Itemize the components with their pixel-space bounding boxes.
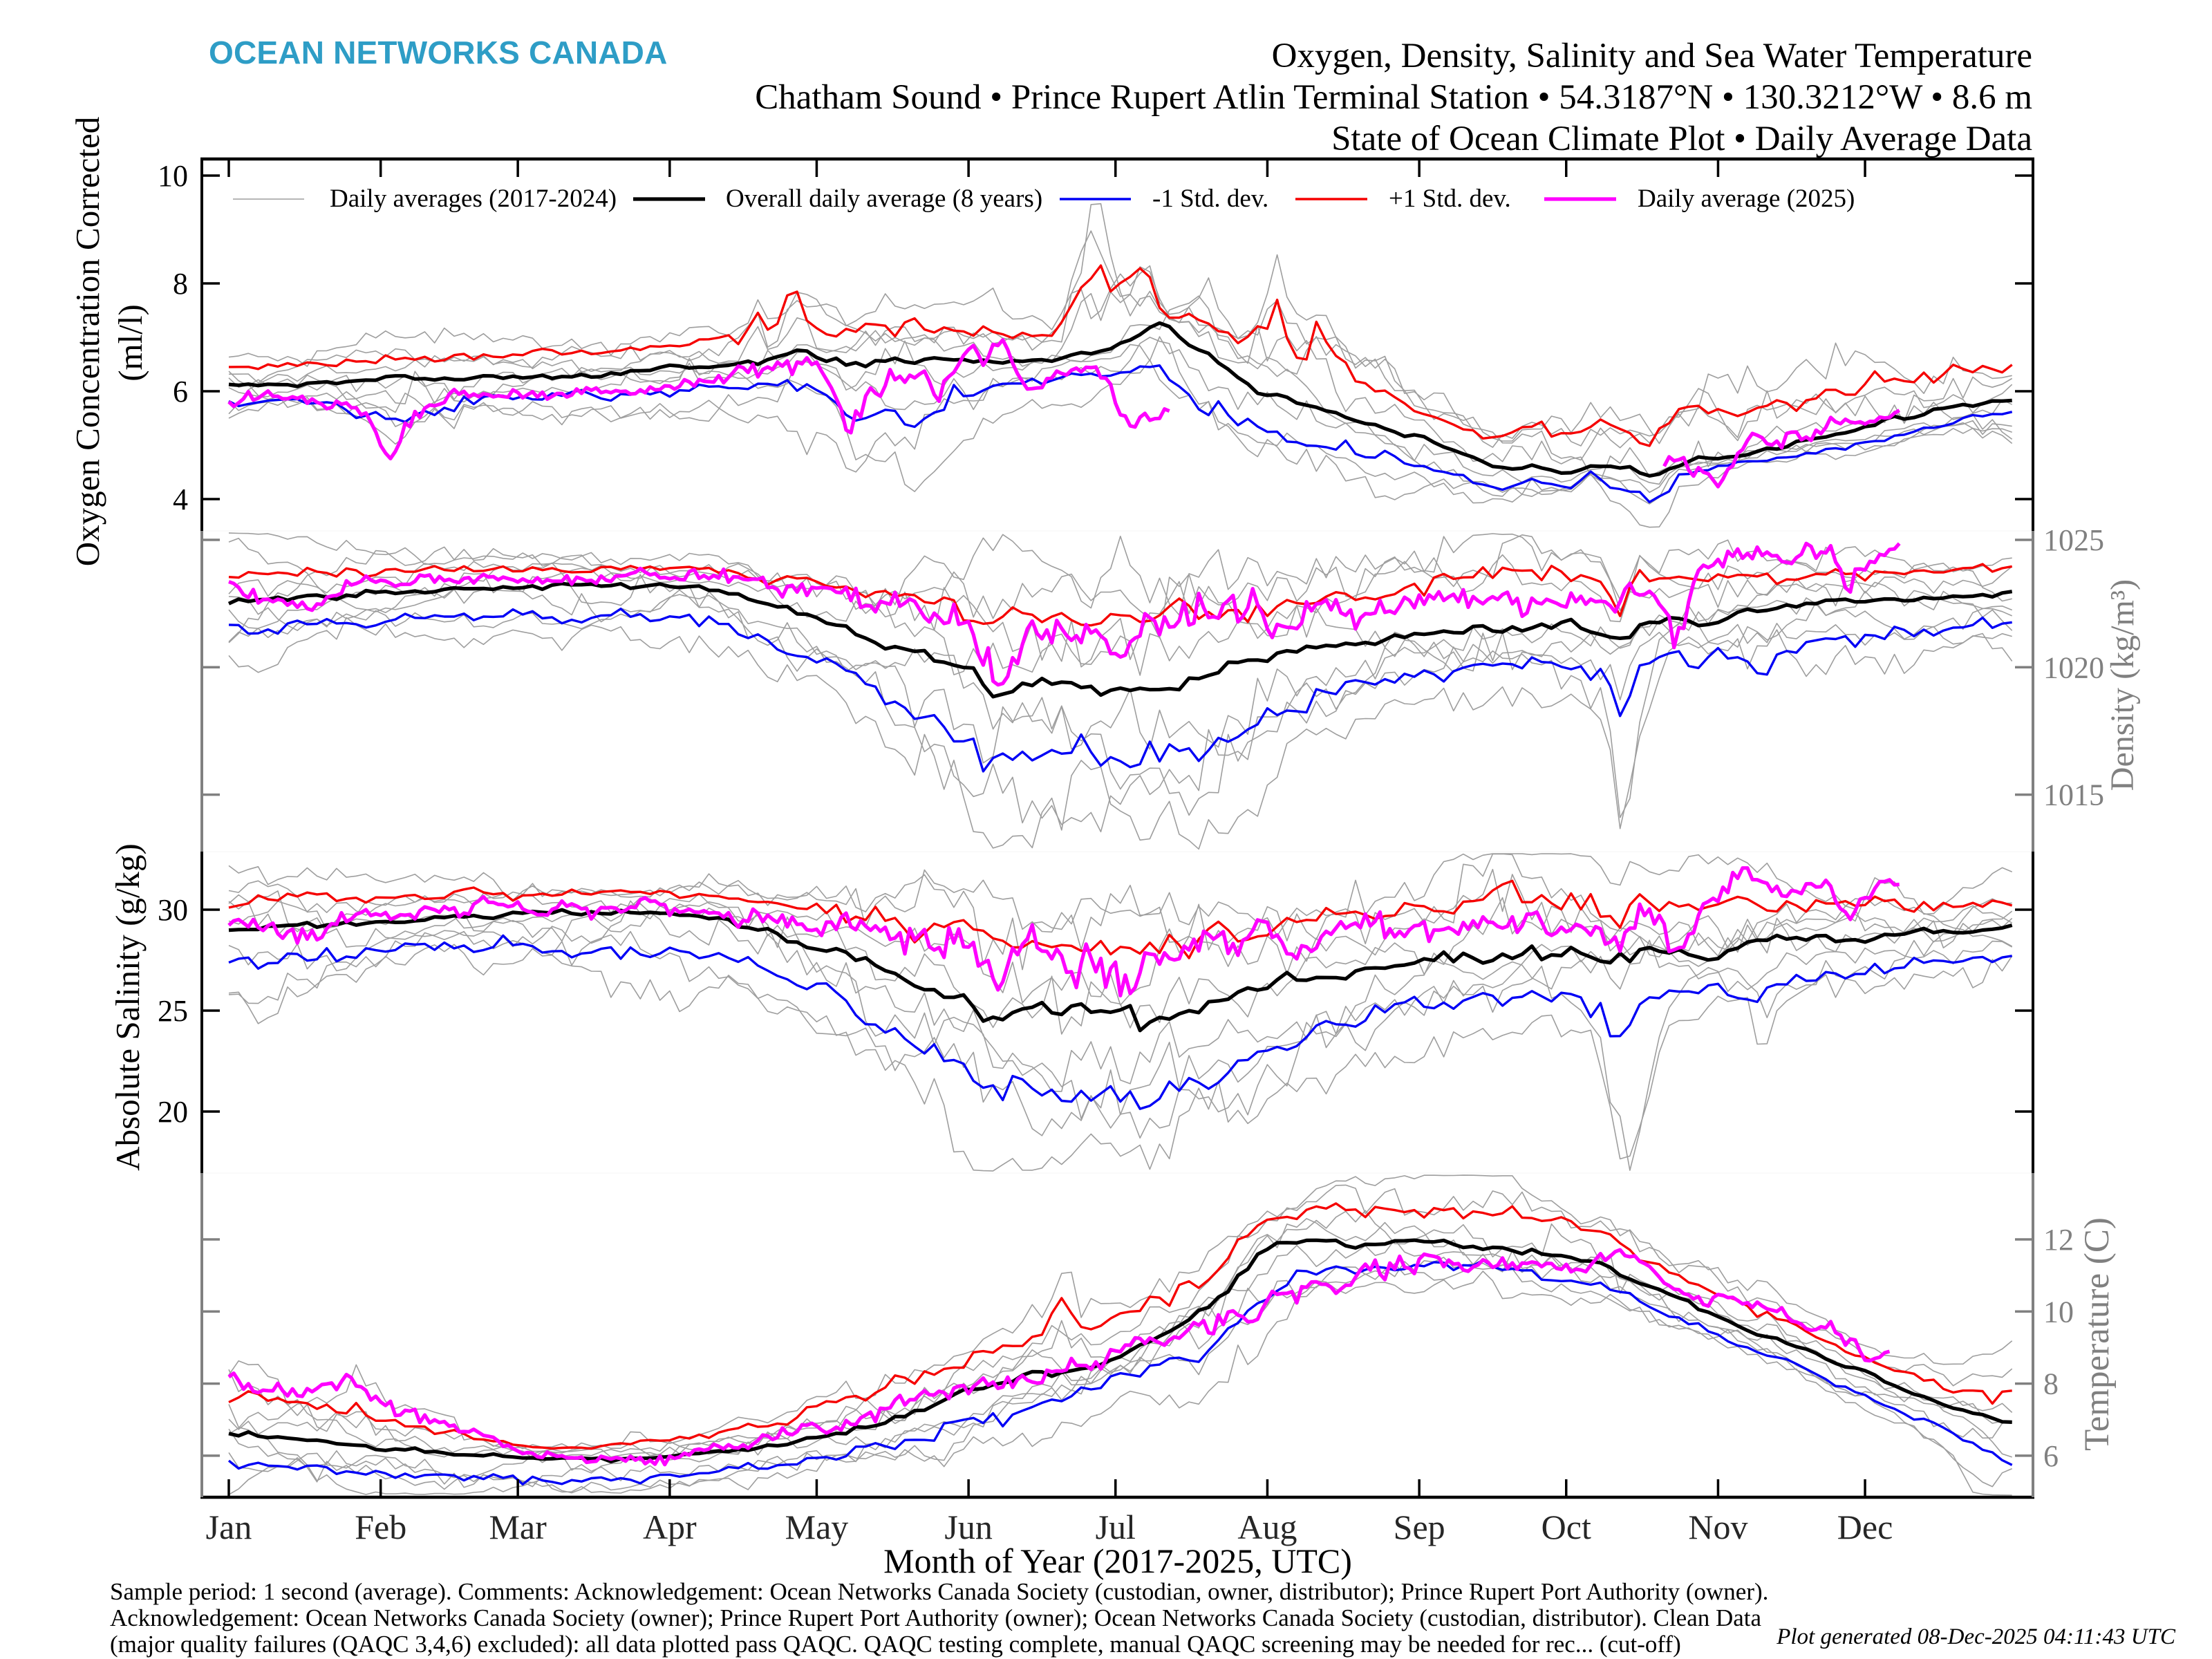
svg-text:1015: 1015 (2043, 778, 2104, 812)
svg-text:Apr: Apr (643, 1508, 697, 1546)
svg-text:Feb: Feb (355, 1508, 406, 1546)
svg-text:Jul: Jul (1096, 1508, 1136, 1546)
svg-text:(major quality failures (QAQC: (major quality failures (QAQC 3,4,6) exc… (110, 1631, 1681, 1658)
svg-text:Density (kg/m³): Density (kg/m³) (2104, 579, 2141, 791)
svg-text:State of Ocean Climate Plot •: State of Ocean Climate Plot • Daily Aver… (1331, 120, 2032, 158)
svg-text:OCEAN NETWORKS CANADA: OCEAN NETWORKS CANADA (209, 35, 668, 71)
svg-text:Jan: Jan (206, 1508, 252, 1546)
svg-text:Jun: Jun (944, 1508, 992, 1546)
svg-text:Oct: Oct (1541, 1508, 1591, 1546)
svg-text:20: 20 (158, 1095, 188, 1129)
svg-text:+1 Std. dev.: +1 Std. dev. (1389, 185, 1511, 213)
svg-text:10: 10 (2043, 1295, 2074, 1329)
svg-text:8: 8 (173, 267, 188, 301)
svg-text:Nov: Nov (1688, 1508, 1747, 1546)
svg-text:Chatham Sound • Prince Rupert: Chatham Sound • Prince Rupert Atlin Term… (755, 78, 2032, 117)
svg-text:Plot generated 08-Dec-2025 04:: Plot generated 08-Dec-2025 04:11:43 UTC (1776, 1624, 2176, 1649)
svg-text:Acknowledgement: Ocean Network: Acknowledgement: Ocean Networks Canada S… (110, 1604, 1762, 1631)
svg-text:Sep: Sep (1394, 1508, 1445, 1546)
svg-text:10: 10 (158, 159, 188, 193)
svg-text:Oxygen, Density, Salinity and: Oxygen, Density, Salinity and Sea Water … (1272, 37, 2032, 75)
svg-text:30: 30 (158, 893, 188, 927)
svg-text:8: 8 (2043, 1367, 2059, 1401)
svg-text:Daily average (2025): Daily average (2025) (1638, 185, 1855, 213)
svg-text:Absolute Salinity (g/kg): Absolute Salinity (g/kg) (109, 843, 147, 1171)
svg-text:25: 25 (158, 994, 188, 1028)
svg-text:Mar: Mar (489, 1508, 547, 1546)
svg-text:6: 6 (2043, 1439, 2059, 1473)
svg-text:4: 4 (173, 482, 188, 516)
svg-text:Aug: Aug (1237, 1508, 1297, 1546)
svg-text:-1 Std. dev.: -1 Std. dev. (1152, 185, 1268, 213)
svg-text:12: 12 (2043, 1223, 2074, 1257)
svg-text:May: May (785, 1508, 849, 1546)
svg-text:Temperature (C): Temperature (C) (2078, 1217, 2117, 1451)
svg-text:Oxygen Concentration Corrected: Oxygen Concentration Corrected (68, 117, 106, 566)
svg-text:Sample period: 1 second (avera: Sample period: 1 second (average). Comme… (110, 1578, 1768, 1605)
svg-text:1020: 1020 (2043, 650, 2104, 684)
svg-text:(ml/l): (ml/l) (111, 304, 149, 382)
svg-text:6: 6 (173, 375, 188, 409)
svg-text:Overall daily average (8 years: Overall daily average (8 years) (726, 185, 1042, 213)
svg-text:Month of Year (2017-2025, UTC): Month of Year (2017-2025, UTC) (883, 1541, 1352, 1580)
svg-text:Dec: Dec (1837, 1508, 1893, 1546)
svg-text:1025: 1025 (2043, 523, 2104, 557)
svg-text:Daily averages (2017-2024): Daily averages (2017-2024) (330, 185, 617, 213)
